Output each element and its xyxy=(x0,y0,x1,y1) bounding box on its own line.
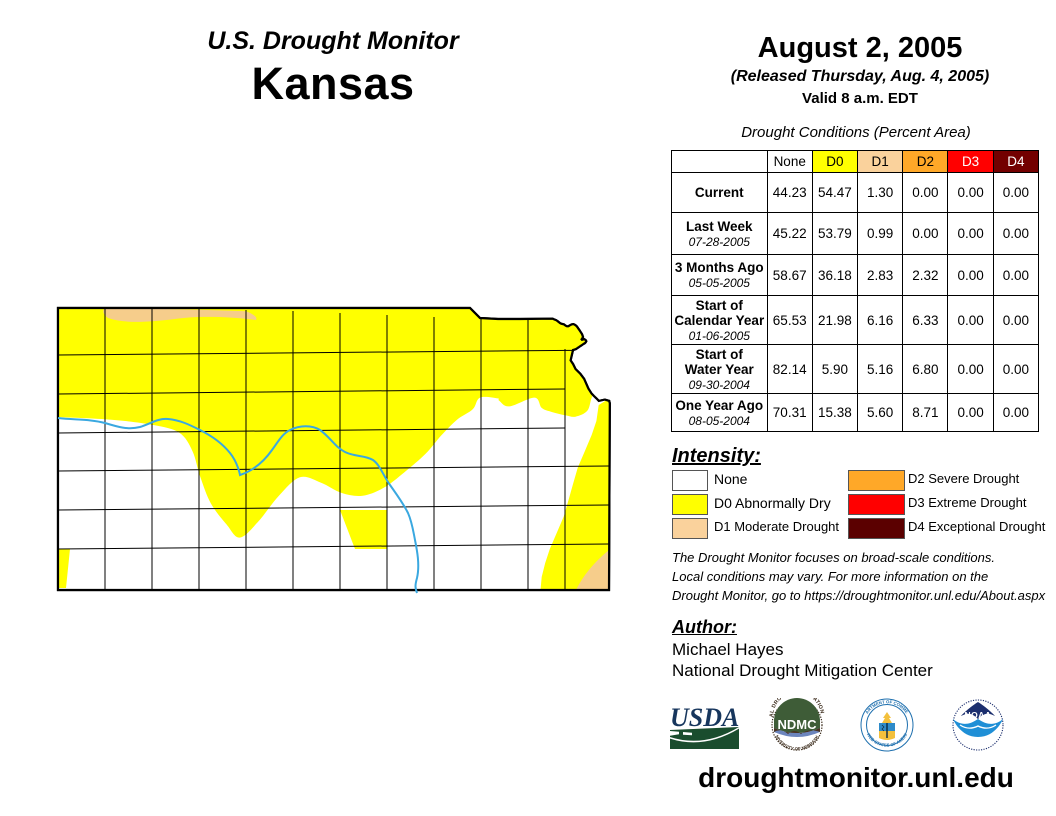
svg-text:NDMC: NDMC xyxy=(778,717,818,732)
svg-text:NOAA: NOAA xyxy=(964,710,991,720)
